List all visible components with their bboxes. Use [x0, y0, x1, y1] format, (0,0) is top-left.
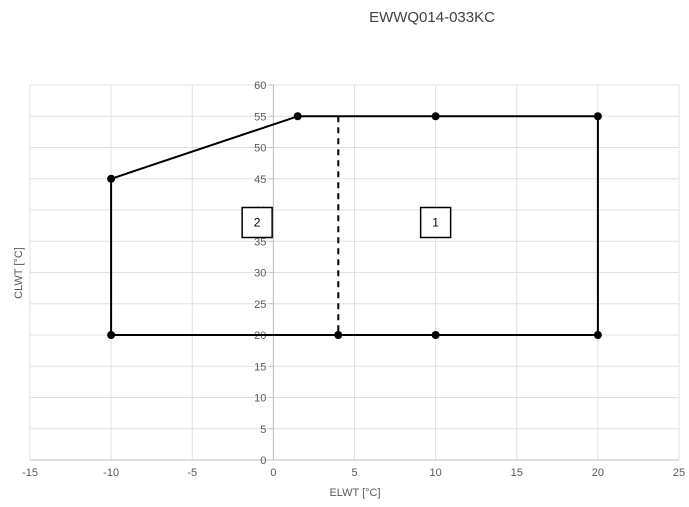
y-tick-label: 55 [254, 111, 266, 123]
zone-label-text: 1 [432, 216, 439, 230]
data-point [107, 174, 116, 183]
chart-title: EWWQ014-033KC [369, 9, 495, 26]
x-tick-label: -15 [22, 467, 38, 479]
y-axis-label: CLWT [°C] [13, 247, 25, 299]
y-tick-label: 10 [254, 393, 266, 405]
series-points [107, 112, 602, 339]
x-tick-label: 5 [351, 467, 357, 479]
y-tick-label: 0 [260, 455, 266, 467]
zone-label-box [241, 206, 273, 239]
data-point [293, 112, 302, 121]
y-tick-label: 60 [254, 80, 266, 92]
x-tick-label: 10 [430, 467, 442, 479]
y-tick-label: 15 [254, 361, 266, 373]
zone-label-box [419, 206, 452, 239]
y-tick-label: 5 [260, 424, 266, 436]
data-point [334, 331, 343, 339]
x-tick-label: -5 [187, 467, 197, 479]
data-point [431, 112, 440, 121]
data-point [107, 331, 116, 339]
y-tick-label: 50 [254, 143, 266, 155]
y-tick-label: 30 [254, 268, 266, 280]
x-tick-label: 20 [592, 467, 604, 479]
x-tick-label: 0 [270, 467, 276, 479]
y-tick-label: 25 [254, 299, 266, 311]
x-axis-label: ELWT [°C] [329, 487, 380, 499]
x-tick-label: -10 [103, 467, 119, 479]
tick-labels: -15-10-505101520250510152025303540455055… [22, 80, 685, 479]
x-tick-label: 25 [673, 467, 685, 479]
grid-lines [29, 84, 680, 461]
x-tick-label: 15 [511, 467, 523, 479]
zone-annotations: 12 [241, 206, 452, 239]
data-point [593, 112, 602, 121]
y-tick-label: 35 [254, 236, 266, 248]
zone-label-text: 2 [254, 216, 261, 230]
y-tick-label: 45 [254, 174, 266, 186]
data-point [593, 331, 602, 339]
data-point [431, 331, 440, 339]
